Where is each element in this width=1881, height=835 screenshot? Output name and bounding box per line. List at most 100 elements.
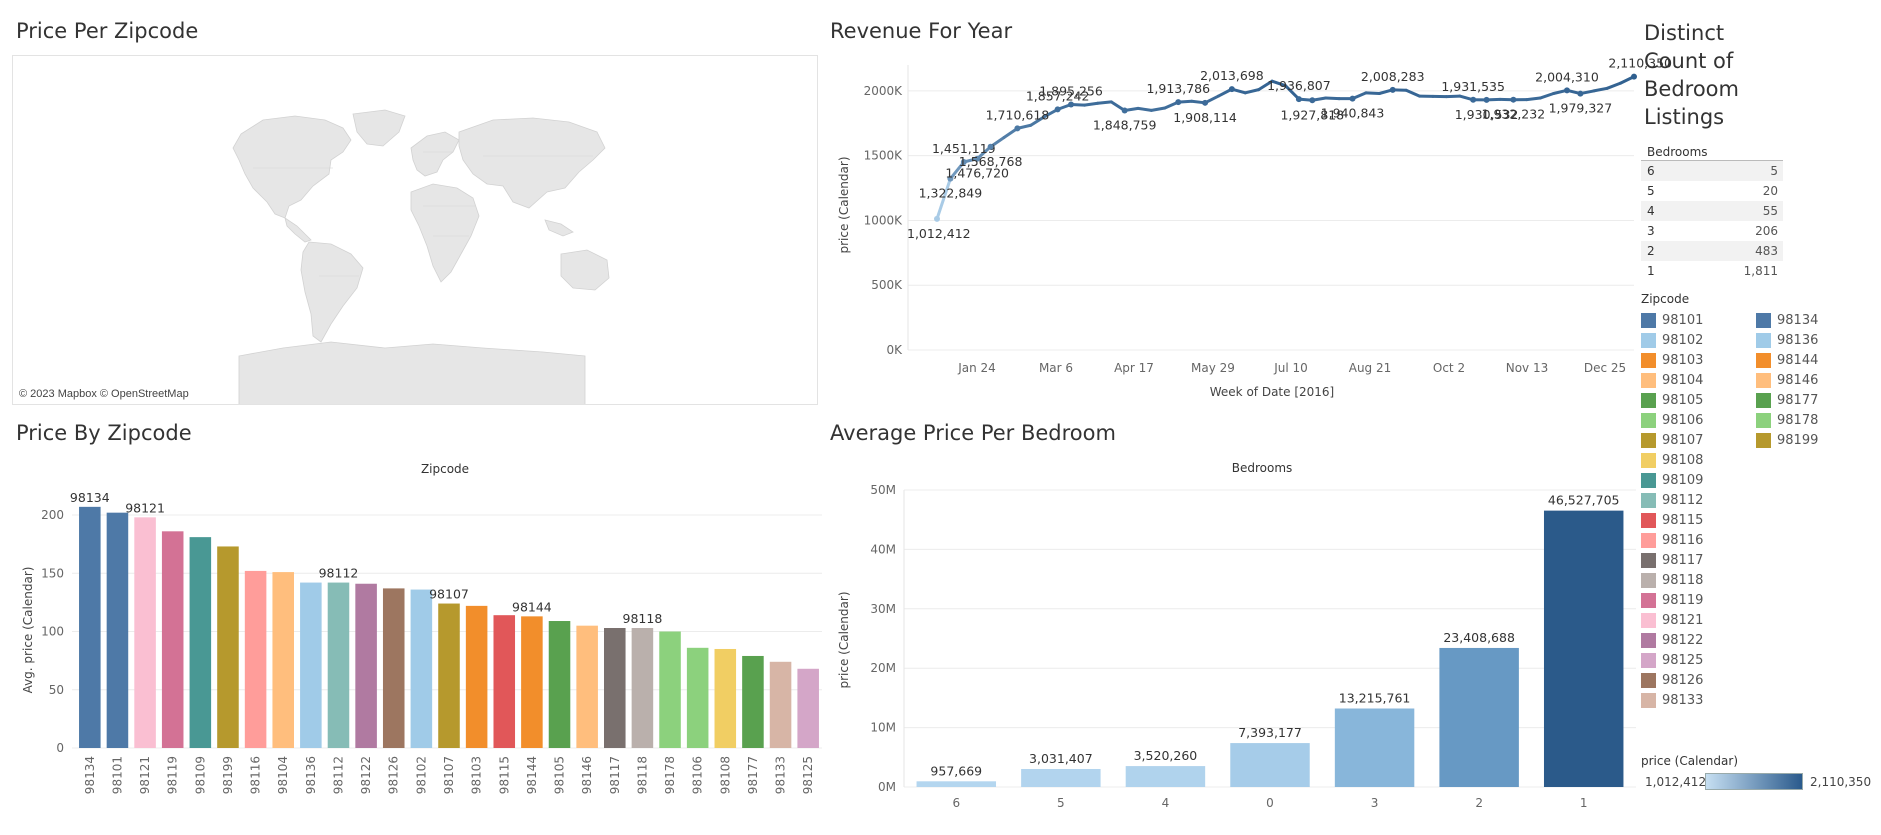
zipcode-bar [549,621,571,748]
bedroom-value: 6 [1647,161,1655,181]
legend-label: 98116 [1662,533,1703,548]
bedroom-bar [1230,743,1309,787]
world-map[interactable]: © 2023 Mapbox © OpenStreetMap [12,55,818,405]
y-axis-title: Avg. price (Calendar) [21,567,35,694]
zipcode-bar [328,583,350,748]
legend-item-98136[interactable]: 98136 [1756,330,1871,350]
revenue-data-label: 1,936,807 [1267,78,1331,93]
y-tick-label: 0K [886,343,903,357]
revenue-point [1068,101,1074,107]
revenue-line-segment [1607,83,1620,88]
legend-item-98144[interactable]: 98144 [1756,350,1871,370]
legend-item-98102[interactable]: 98102 [1641,330,1756,350]
legend-item-98103[interactable]: 98103 [1641,350,1756,370]
legend-item-98121[interactable]: 98121 [1641,610,1756,630]
revenue-point [1510,97,1516,103]
revenue-point [1014,125,1020,131]
revenue-data-label: 2,004,310 [1535,69,1599,84]
bedroom-tick-label: 0 [1266,796,1274,810]
bedroom-count: 1,811 [1744,261,1778,281]
x-tick-label: Nov 13 [1506,361,1549,375]
zipcode-bar-label: 98121 [125,500,165,515]
revenue-line-segment [1138,108,1151,110]
revenue-line-segment [1084,103,1097,105]
bedroom-count: 20 [1763,181,1778,201]
legend-item-98104[interactable]: 98104 [1641,370,1756,390]
zipcode-bar-label: 98118 [623,611,663,626]
price-per-zipcode-title: Price Per Zipcode [16,19,198,43]
zipcode-tick-label: 98125 [801,756,815,794]
revenue-data-label: 2,008,283 [1361,69,1425,84]
legend-item-98118[interactable]: 98118 [1641,570,1756,590]
y-tick-label: 20M [870,661,896,675]
legend-item-98134[interactable]: 98134 [1756,310,1871,330]
revenue-point [1484,97,1490,103]
legend-item-98125[interactable]: 98125 [1641,650,1756,670]
bedroom-tick-label: 6 [952,796,960,810]
revenue-point [1470,97,1476,103]
map-attribution: © 2023 Mapbox © OpenStreetMap [19,388,189,400]
legend-item-98177[interactable]: 98177 [1756,390,1871,410]
y-tick-label: 1000K [864,213,904,227]
zipcode-bar [632,628,654,748]
zipcode-bar-label: 98107 [429,587,469,602]
bedroom-bar [1439,648,1518,787]
bedroom-value: 2 [1647,241,1655,261]
revenue-data-label: 1,895,256 [1039,83,1103,98]
legend-label: 98115 [1662,513,1703,528]
zipcode-tick-label: 98199 [221,756,235,794]
bedroom-bar [917,781,996,787]
legend-label: 98146 [1777,373,1818,388]
legend-item-98178[interactable]: 98178 [1756,410,1871,430]
legend-item-98109[interactable]: 98109 [1641,470,1756,490]
legend-item-98107[interactable]: 98107 [1641,430,1756,450]
legend-item-98105[interactable]: 98105 [1641,390,1756,410]
legend-item-98133[interactable]: 98133 [1641,690,1756,710]
bedroom-value-label: 23,408,688 [1443,630,1515,645]
legend-item-98126[interactable]: 98126 [1641,670,1756,690]
legend-item-98108[interactable]: 98108 [1641,450,1756,470]
zipcode-bar [466,606,488,748]
y-tick-label: 30M [870,602,896,616]
legend-item-98122[interactable]: 98122 [1641,630,1756,650]
zipcode-tick-label: 98115 [497,756,511,794]
legend-item-98115[interactable]: 98115 [1641,510,1756,530]
legend-swatch [1756,373,1771,388]
y-tick-label: 150 [41,566,64,580]
bedroom-count: 483 [1755,241,1778,261]
legend-item-98101[interactable]: 98101 [1641,310,1756,330]
revenue-point [934,216,940,222]
legend-label: 98126 [1662,673,1703,688]
legend-item-98106[interactable]: 98106 [1641,410,1756,430]
legend-item-98117[interactable]: 98117 [1641,550,1756,570]
legend-item-98112[interactable]: 98112 [1641,490,1756,510]
legend-item-98199[interactable]: 98199 [1756,430,1871,450]
revenue-point [1577,91,1583,97]
zipcode-tick-label: 98112 [331,756,345,794]
zipcode-tick-label: 98177 [746,756,760,794]
legend-label: 98105 [1662,393,1703,408]
legend-item-98146[interactable]: 98146 [1756,370,1871,390]
world-map-shapes [13,56,818,405]
legend-item-98119[interactable]: 98119 [1641,590,1756,610]
zipcode-tick-label: 98117 [608,756,622,794]
y-axis-title: price (Calendar) [837,156,851,253]
revenue-point [1309,97,1315,103]
zipcode-bar [190,537,212,748]
legend-label: 98109 [1662,473,1703,488]
legend-item-98116[interactable]: 98116 [1641,530,1756,550]
zipcode-tick-label: 98118 [635,756,649,794]
zipcode-tick-label: 98146 [580,756,594,794]
zipcode-tick-label: 98133 [774,756,788,794]
revenue-point [988,144,994,150]
legend-label: 98121 [1662,613,1703,628]
legend-swatch [1756,413,1771,428]
revenue-line-segment [1366,93,1379,94]
zipcode-bar [217,546,239,748]
legend-swatch [1641,393,1656,408]
